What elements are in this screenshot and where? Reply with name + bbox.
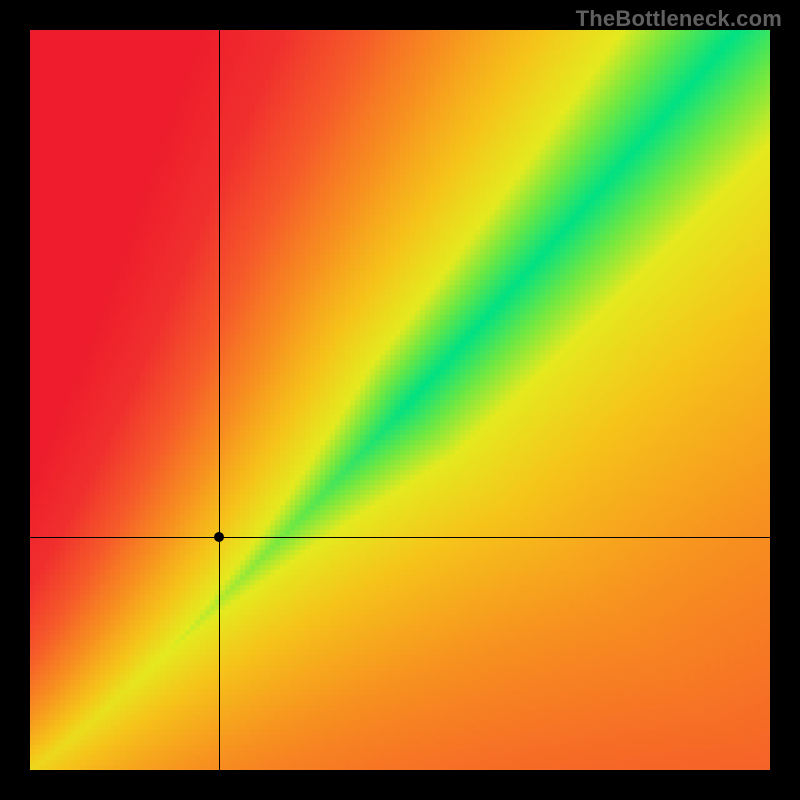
heatmap-canvas: [30, 30, 770, 770]
marker-dot: [214, 532, 224, 542]
chart-container: TheBottleneck.com: [0, 0, 800, 800]
watermark-text: TheBottleneck.com: [576, 6, 782, 32]
plot-area: [30, 30, 770, 770]
crosshair-horizontal: [30, 537, 770, 538]
crosshair-vertical: [219, 30, 220, 770]
